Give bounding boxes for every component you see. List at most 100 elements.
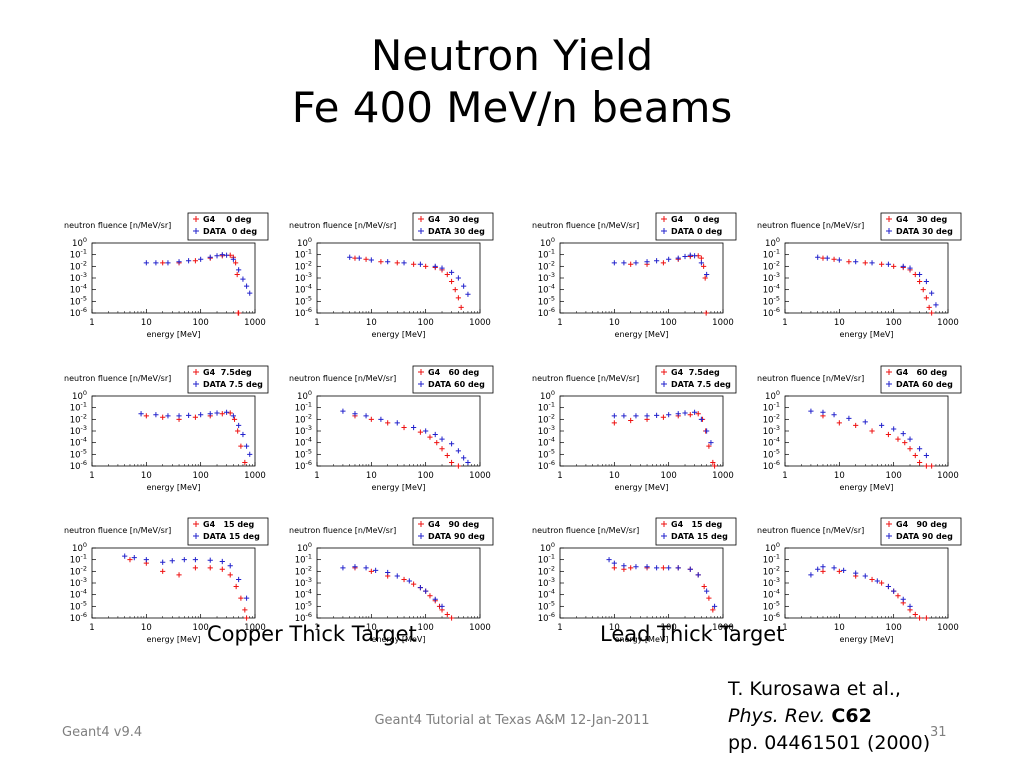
legend-box bbox=[655, 212, 737, 241]
data-point bbox=[153, 412, 159, 418]
x-tick-label: 10 bbox=[141, 471, 152, 481]
data-point bbox=[891, 588, 897, 594]
data-point bbox=[198, 412, 204, 418]
x-tick-label: 100 bbox=[418, 318, 434, 328]
x-axis-title: energy [MeV] bbox=[147, 483, 201, 492]
y-tick-label: 10-4 bbox=[763, 283, 780, 296]
g4-point bbox=[698, 255, 704, 261]
chart-panel-lead-15deg: neutron fluence [n/MeV/sr]10010-110-210-… bbox=[532, 517, 737, 644]
y-tick-label: 10-1 bbox=[538, 553, 555, 566]
g4-point bbox=[234, 271, 240, 278]
data-point bbox=[862, 419, 868, 425]
data-point bbox=[698, 416, 704, 422]
legend-entry: G4 60 deg bbox=[896, 368, 948, 377]
legend-marker bbox=[661, 521, 667, 527]
data-point bbox=[815, 254, 821, 260]
y-tick-label: 10-5 bbox=[763, 447, 780, 460]
y-tick-label: 10-1 bbox=[295, 401, 312, 414]
data-point bbox=[708, 440, 714, 446]
x-tick-label: 1000 bbox=[937, 318, 959, 328]
data-point bbox=[666, 565, 672, 571]
data-point bbox=[465, 459, 471, 466]
g4-point bbox=[611, 420, 617, 426]
copper-target-caption: Copper Thick Target bbox=[207, 622, 417, 646]
reference-pages: pp. 04461501 (2000) bbox=[728, 732, 931, 754]
legend-box bbox=[655, 517, 737, 546]
x-tick-label: 10 bbox=[366, 623, 377, 633]
y-tick-label: 10-2 bbox=[763, 412, 780, 425]
g4-point bbox=[417, 429, 424, 435]
x-tick-label: 1 bbox=[314, 623, 319, 633]
legend-marker bbox=[418, 521, 424, 527]
data-point bbox=[869, 260, 875, 266]
y-tick-label: 10-3 bbox=[70, 576, 87, 589]
y-tick-label: 10-5 bbox=[538, 447, 555, 460]
g4-point bbox=[411, 581, 417, 587]
data-point bbox=[356, 255, 362, 261]
x-axis-title: energy [MeV] bbox=[147, 330, 201, 339]
data-point bbox=[340, 408, 346, 414]
data-point bbox=[223, 252, 230, 258]
data-point bbox=[169, 558, 175, 564]
data-point bbox=[406, 578, 412, 584]
chart-panel-lead-0deg: neutron fluence [n/MeV/sr]10010-110-210-… bbox=[532, 212, 737, 339]
reference-journal-line: Phys. Rev. C62 bbox=[728, 703, 930, 730]
legend-marker bbox=[886, 228, 892, 234]
data-point bbox=[207, 254, 213, 260]
chart-panel-copper-0deg: neutron fluence [n/MeV/sr]10010-110-210-… bbox=[64, 212, 269, 339]
data-point bbox=[815, 566, 821, 572]
legend-entry: G4 90 deg bbox=[896, 520, 948, 529]
y-tick-label: 10-4 bbox=[538, 283, 555, 296]
data-point bbox=[439, 436, 445, 442]
data-point bbox=[900, 263, 906, 269]
data-point bbox=[176, 413, 182, 419]
legend-marker bbox=[886, 381, 892, 387]
chart-panel-copper-15deg: neutron fluence [n/MeV/sr]10010-110-210-… bbox=[64, 517, 269, 644]
y-tick-label: 10-5 bbox=[763, 294, 780, 307]
x-tick-label: 10 bbox=[834, 623, 845, 633]
data-point bbox=[853, 570, 859, 576]
x-tick-label: 100 bbox=[193, 318, 209, 328]
g4-point bbox=[444, 271, 450, 278]
footer-event: Geant4 Tutorial at Texas A&M 12-Jan-2011 bbox=[374, 713, 650, 728]
data-point bbox=[227, 563, 233, 569]
x-tick-label: 10 bbox=[609, 318, 620, 328]
data-point bbox=[385, 259, 391, 265]
g4-point bbox=[923, 463, 929, 469]
g4-point bbox=[660, 260, 667, 266]
g4-point bbox=[363, 256, 369, 262]
g4-point bbox=[701, 263, 707, 269]
y-tick-label: 10-6 bbox=[538, 611, 555, 624]
g4-point bbox=[628, 417, 634, 424]
data-point bbox=[900, 430, 906, 437]
g4-point bbox=[687, 412, 693, 418]
reference-journal: Phys. Rev. bbox=[728, 705, 826, 727]
g4-point bbox=[702, 275, 708, 281]
data-point bbox=[611, 560, 617, 566]
g4-point bbox=[710, 607, 716, 613]
chart-panel-copper-7-5deg: neutron fluence [n/MeV/sr]10010-110-210-… bbox=[64, 365, 269, 492]
y-axis-title: neutron fluence [n/MeV/sr] bbox=[757, 526, 864, 535]
y-tick-label: 10-6 bbox=[70, 306, 87, 319]
data-point bbox=[846, 415, 852, 422]
legend-marker bbox=[418, 533, 424, 539]
g4-point bbox=[869, 428, 875, 434]
g4-point bbox=[227, 572, 233, 578]
g4-point bbox=[907, 446, 913, 452]
g4-point bbox=[243, 615, 250, 621]
g4-point bbox=[160, 260, 166, 266]
x-tick-label: 100 bbox=[193, 471, 209, 481]
data-point bbox=[131, 555, 137, 561]
g4-point bbox=[242, 459, 248, 466]
g4-point bbox=[176, 572, 182, 578]
y-tick-label: 10-5 bbox=[70, 294, 87, 307]
data-point bbox=[247, 290, 253, 296]
legend-entry: G4 30 deg bbox=[428, 215, 480, 224]
data-point bbox=[352, 564, 358, 570]
data-point bbox=[219, 558, 225, 565]
legend-marker bbox=[886, 369, 892, 375]
g4-point bbox=[862, 260, 868, 266]
data-point bbox=[176, 259, 182, 265]
legend-marker bbox=[193, 381, 199, 387]
